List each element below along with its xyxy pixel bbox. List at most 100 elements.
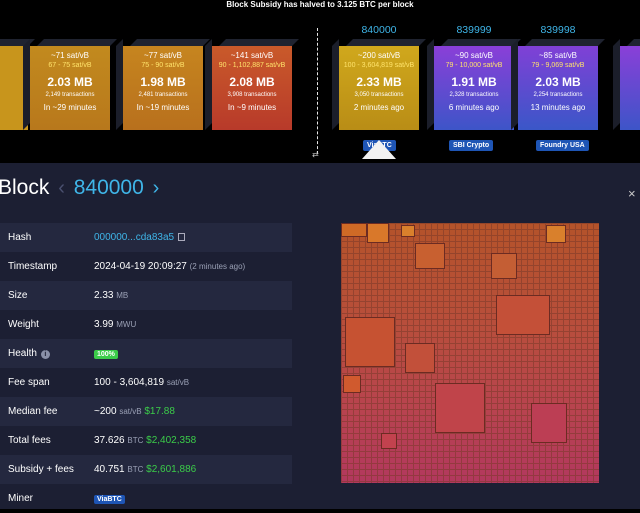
tx-count: 2,328 transactions: [449, 92, 499, 98]
subsidy-usd: $2,601,886: [146, 464, 197, 475]
eta: In ~9 minutes: [227, 103, 277, 112]
weight-unit: MWU: [116, 320, 137, 329]
health-badge: 100%: [94, 350, 118, 359]
tx-count: 2,481 transactions: [138, 92, 188, 98]
mined-block-face: ~200 sat/vB 100 - 3,604,819 sat/vB 2.33 …: [339, 46, 419, 130]
tx-count: 3,050 transactions: [354, 92, 404, 98]
info-icon[interactable]: i: [40, 350, 50, 359]
table-row: Total fees 37.626 BTC $2,402,358: [0, 426, 292, 455]
pool-badge-sbi-crypto[interactable]: SBI Crypto: [449, 140, 494, 151]
weight-label: Weight: [8, 319, 39, 330]
median-fee: ~141 sat/vB: [230, 51, 274, 60]
tx-count: 2,149 transactions: [45, 92, 95, 98]
table-row: Miner ViaBTC: [0, 484, 292, 513]
tx-count: 2,254 transactions: [533, 92, 583, 98]
block-size: 2.08 MB: [229, 75, 275, 89]
block-height-839999[interactable]: 839999: [456, 24, 492, 36]
total-fees-unit: BTC: [127, 436, 144, 445]
mined-ago: 13 minutes ago: [530, 103, 586, 112]
mempool-block-face: ~71 sat/vB 67 - 75 sat/vB 2.03 MB 2,149 …: [30, 46, 110, 130]
mined-block-840000[interactable]: ~200 sat/vB 100 - 3,604,819 sat/vB 2.33 …: [332, 39, 426, 130]
table-row: Hash 000000...cda83a5: [0, 223, 292, 252]
median-fee: ~200 sat/vB: [357, 51, 401, 60]
health-label: Health: [8, 348, 37, 359]
size-unit: MB: [116, 291, 129, 300]
size-label: Size: [0, 281, 94, 310]
table-row: Health i 100%: [0, 339, 292, 368]
total-fees-usd: $2,402,358: [146, 435, 197, 446]
block-height-840000[interactable]: 840000: [361, 24, 397, 36]
block-size: 2.03 MB: [535, 75, 581, 89]
block-size: 1.91 MB: [451, 75, 497, 89]
prev-block-icon[interactable]: ‹: [58, 177, 65, 199]
median-fee: ~71 sat/vB: [50, 51, 90, 60]
copy-icon[interactable]: [178, 233, 186, 242]
timestamp-relative: (2 minutes ago): [189, 262, 246, 271]
table-row: Median fee ~200 sat/vB $17.88: [0, 397, 292, 426]
median-fee: ~90 sat/vB: [454, 51, 494, 60]
median-fee-label: Median fee: [0, 397, 94, 426]
table-row: Size 2.33 MB: [0, 281, 292, 310]
eta: In ~19 minutes: [136, 103, 190, 112]
miner-label: Miner: [8, 493, 34, 504]
median-fee-usd: $17.88: [144, 406, 175, 417]
page-title: Block: [0, 176, 50, 199]
mined-block-839998[interactable]: ~85 sat/vB 79 - 9,069 sat/vB 2.03 MB 2,2…: [511, 39, 605, 130]
tx-count: 3,908 transactions: [227, 92, 277, 98]
fee-range: 79 - 10,000 sat/vB: [445, 62, 503, 69]
mempool-block-face: ~141 sat/vB 90 - 1,102,887 sat/vB 2.08 M…: [212, 46, 292, 130]
total-fees-label: Total fees: [8, 435, 51, 446]
mined-block-face: ~85 sat/vB 79 - 9,069 sat/vB 2.03 MB 2,2…: [518, 46, 598, 130]
fee-range: 75 - 90 sat/vB: [141, 62, 185, 69]
pool-badge-foundry-usa[interactable]: Foundry USA: [536, 140, 589, 151]
mined-block-partial[interactable]: [613, 39, 640, 130]
blockchain-bar: Block Subsidy has halved to 3.125 BTC pe…: [0, 0, 640, 160]
feespan-value: 100 - 3,604,819: [94, 377, 165, 388]
selected-block-pointer: [362, 140, 396, 159]
table-row: Subsidy + fees 40.751 BTC $2,601,886: [0, 455, 292, 484]
block-size: 2.33 MB: [356, 75, 402, 89]
mined-ago: 6 minutes ago: [448, 103, 500, 112]
fee-range: 79 - 9,069 sat/vB: [531, 62, 585, 69]
block-transactions-visualization[interactable]: [341, 223, 599, 483]
median-fee-value: ~200: [94, 406, 117, 417]
mined-block-839999[interactable]: ~90 sat/vB 79 - 10,000 sat/vB 1.91 MB 2,…: [427, 39, 521, 130]
halving-announcement: Block Subsidy has halved to 3.125 BTC pe…: [226, 0, 414, 9]
swap-icon[interactable]: ⇄: [312, 150, 319, 159]
feespan-label: Fee span: [8, 377, 50, 388]
median-fee: ~85 sat/vB: [538, 51, 578, 60]
mempool-divider: [317, 28, 318, 154]
subsidy-value: 40.751: [94, 464, 125, 475]
table-row: Timestamp 2024-04-19 20:09:27 (2 minutes…: [0, 252, 292, 281]
block-header: Block ‹ 840000 ›: [0, 176, 159, 200]
hash-label: Hash: [0, 223, 94, 252]
mempool-block-1[interactable]: ~71 sat/vB 67 - 75 sat/vB 2.03 MB 2,149 …: [23, 39, 117, 130]
median-fee: ~77 sat/vB: [143, 51, 183, 60]
mined-ago: 2 minutes ago: [353, 103, 405, 112]
total-fees-value: 37.626: [94, 435, 125, 446]
miner-badge[interactable]: ViaBTC: [94, 495, 125, 504]
next-block-icon[interactable]: ›: [152, 177, 160, 199]
mempool-block-2[interactable]: ~77 sat/vB 75 - 90 sat/vB 1.98 MB 2,481 …: [116, 39, 210, 130]
subsidy-unit: BTC: [127, 465, 144, 474]
subsidy-label: Subsidy + fees: [0, 455, 94, 484]
weight-value: 3.99: [94, 319, 114, 330]
block-height-839998[interactable]: 839998: [540, 24, 576, 36]
table-row: Weight 3.99 MWU: [0, 310, 292, 339]
mempool-block-face: ~77 sat/vB 75 - 90 sat/vB 1.98 MB 2,481 …: [123, 46, 203, 130]
median-fee-unit: sat/vB: [119, 407, 142, 416]
size-value: 2.33: [94, 290, 114, 301]
timestamp-label: Timestamp: [8, 261, 58, 272]
timestamp-value: 2024-04-19 20:09:27: [94, 261, 187, 272]
block-details-table: Hash 000000...cda83a5 Timestamp 2024-04-…: [0, 223, 292, 513]
eta: In ~29 minutes: [43, 103, 97, 112]
mempool-block-3[interactable]: ~141 sat/vB 90 - 1,102,887 sat/vB 2.08 M…: [205, 39, 299, 130]
block-size: 1.98 MB: [140, 75, 186, 89]
mined-block-face: ~90 sat/vB 79 - 10,000 sat/vB 1.91 MB 2,…: [434, 46, 514, 130]
fee-range: 90 - 1,102,887 sat/vB: [218, 62, 286, 69]
hash-link[interactable]: 000000...cda83a5: [94, 232, 175, 243]
close-icon[interactable]: ×: [628, 186, 636, 201]
fee-range: 100 - 3,604,819 sat/vB: [343, 62, 415, 69]
feespan-unit: sat/vB: [166, 378, 190, 387]
block-size: 2.03 MB: [47, 75, 93, 89]
